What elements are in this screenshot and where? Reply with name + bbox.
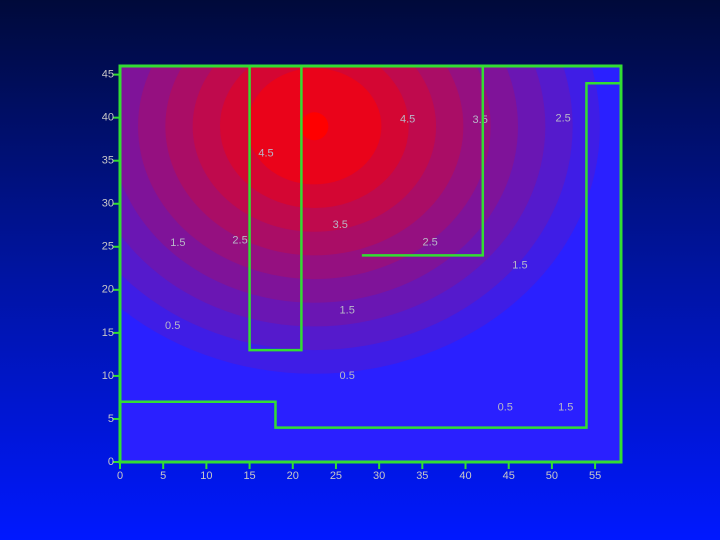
boundary-line (120, 81, 621, 429)
x-tick-label: 50 (546, 470, 558, 482)
y-tick-label: 20 (102, 284, 114, 296)
x-tick-label: 15 (243, 470, 255, 482)
y-tick-label: 25 (102, 241, 114, 253)
y-tick-label: 15 (102, 327, 114, 339)
boundary-line (361, 66, 485, 257)
contour-label: 4.5 (258, 148, 273, 160)
x-tick-label: 45 (503, 470, 515, 482)
y-tick-label: 40 (102, 112, 114, 124)
y-tick-label: 10 (102, 370, 114, 382)
y-tick-label: 35 (102, 155, 114, 167)
x-tick-label: 10 (200, 470, 212, 482)
contour-label: 0.5 (165, 320, 180, 332)
contour-label: 0.5 (498, 402, 513, 414)
x-tick-label: 55 (589, 470, 601, 482)
plot-frame (118, 64, 623, 464)
overlay: 4.5 3.5 2.5 4.5 3.5 2.5 2.5 1.5 1.5 1.5 0.5 0.5 0.5 1… (102, 64, 623, 482)
y-tick-label: 0 (108, 456, 114, 468)
contour-label: 4.5 (400, 113, 415, 125)
contour-label: 1.5 (512, 260, 527, 272)
contour-label: 1.5 (558, 402, 573, 414)
x-tick-label: 30 (373, 470, 385, 482)
contour-label: 1.5 (340, 304, 355, 316)
x-tick-label: 25 (330, 470, 342, 482)
y-tick-label: 45 (102, 69, 114, 81)
x-tick-label: 20 (287, 470, 299, 482)
contour-label: 2.5 (422, 236, 437, 248)
contour-label: 0.5 (340, 370, 355, 382)
plot-area (120, 66, 621, 462)
contour-label: 2.5 (555, 112, 570, 124)
x-tick-label: 5 (160, 470, 166, 482)
contour-label: 3.5 (333, 219, 348, 231)
x-tick-label: 35 (416, 470, 428, 482)
x-tick-label: 40 (459, 470, 471, 482)
contour-peak (300, 112, 329, 141)
contour-label: 1.5 (170, 237, 185, 249)
contour-label: 2.5 (232, 235, 247, 247)
boundary-line (248, 66, 303, 352)
x-tick-label: 0 (117, 470, 123, 482)
y-tick-label: 5 (108, 413, 114, 425)
contour-label: 3.5 (473, 114, 488, 126)
y-tick-label: 30 (102, 198, 114, 210)
